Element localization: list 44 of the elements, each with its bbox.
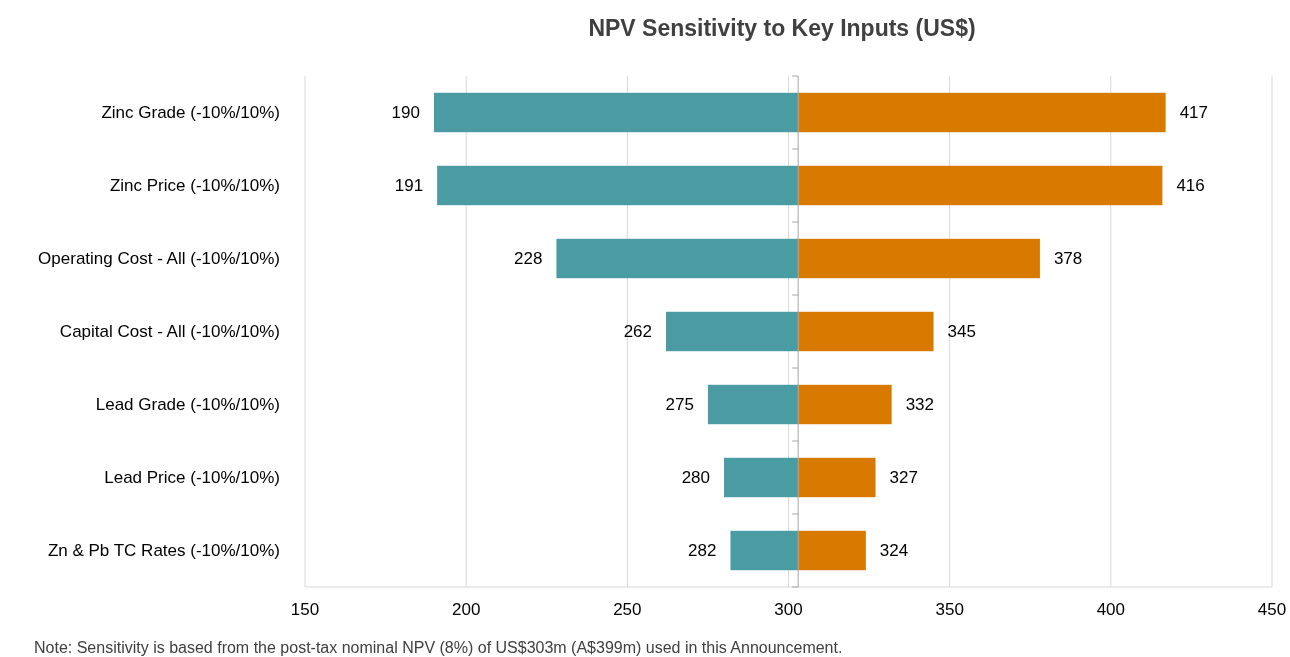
- data-label: 327: [889, 468, 918, 488]
- data-label: 190: [391, 103, 420, 123]
- bar: [556, 238, 799, 279]
- bar: [433, 92, 799, 133]
- x-tick-label: 450: [1257, 600, 1287, 619]
- chart-title: NPV Sensitivity to Key Inputs (US$): [588, 15, 976, 41]
- bar: [730, 530, 799, 571]
- x-tick-label: 250: [613, 600, 642, 619]
- y-tick-label: Lead Price (-10%/10%): [104, 468, 280, 488]
- data-label: 275: [665, 395, 694, 415]
- bar: [798, 384, 892, 425]
- y-tick-label: Zinc Grade (-10%/10%): [101, 103, 280, 123]
- y-tick-label: Lead Grade (-10%/10%): [95, 395, 280, 415]
- bar: [707, 384, 799, 425]
- x-tick-label: 300: [774, 600, 803, 619]
- data-label: 228: [514, 249, 543, 269]
- bar: [724, 457, 799, 498]
- data-label: 324: [879, 541, 909, 561]
- data-label: 332: [905, 395, 935, 415]
- x-tick-label: 350: [935, 600, 964, 619]
- data-label: 280: [681, 468, 711, 488]
- bar: [798, 457, 876, 498]
- data-label: 262: [623, 322, 653, 342]
- x-tick-label: 200: [451, 600, 481, 619]
- text: Note: Sensitivity is based from the post-tax nominal NPV (8%) of US$303m (A$399m) used in this Announcement.: [34, 639, 843, 656]
- bar: [798, 165, 1163, 206]
- bar: [798, 311, 934, 352]
- y-tick-label: Zinc Price (-10%/10%): [109, 176, 280, 196]
- x-tick-label: 400: [1096, 600, 1126, 619]
- y-tick-label: Operating Cost - All (-10%/10%): [38, 249, 280, 269]
- data-label: 282: [688, 541, 717, 561]
- y-tick-label: Capital Cost - All (-10%/10%): [59, 322, 280, 342]
- bar: [437, 165, 799, 206]
- bar: [798, 238, 1040, 279]
- y-tick-label: Zn & Pb TC Rates (-10%/10%): [47, 541, 280, 561]
- bar: [798, 530, 866, 571]
- data-label: 345: [947, 322, 976, 342]
- x-tick-label: 150: [290, 600, 320, 619]
- data-label: 378: [1053, 249, 1083, 269]
- bar: [666, 311, 799, 352]
- data-label: 416: [1176, 176, 1205, 196]
- data-label: 417: [1179, 103, 1209, 123]
- bar: [798, 92, 1166, 133]
- data-label: 191: [394, 176, 424, 196]
